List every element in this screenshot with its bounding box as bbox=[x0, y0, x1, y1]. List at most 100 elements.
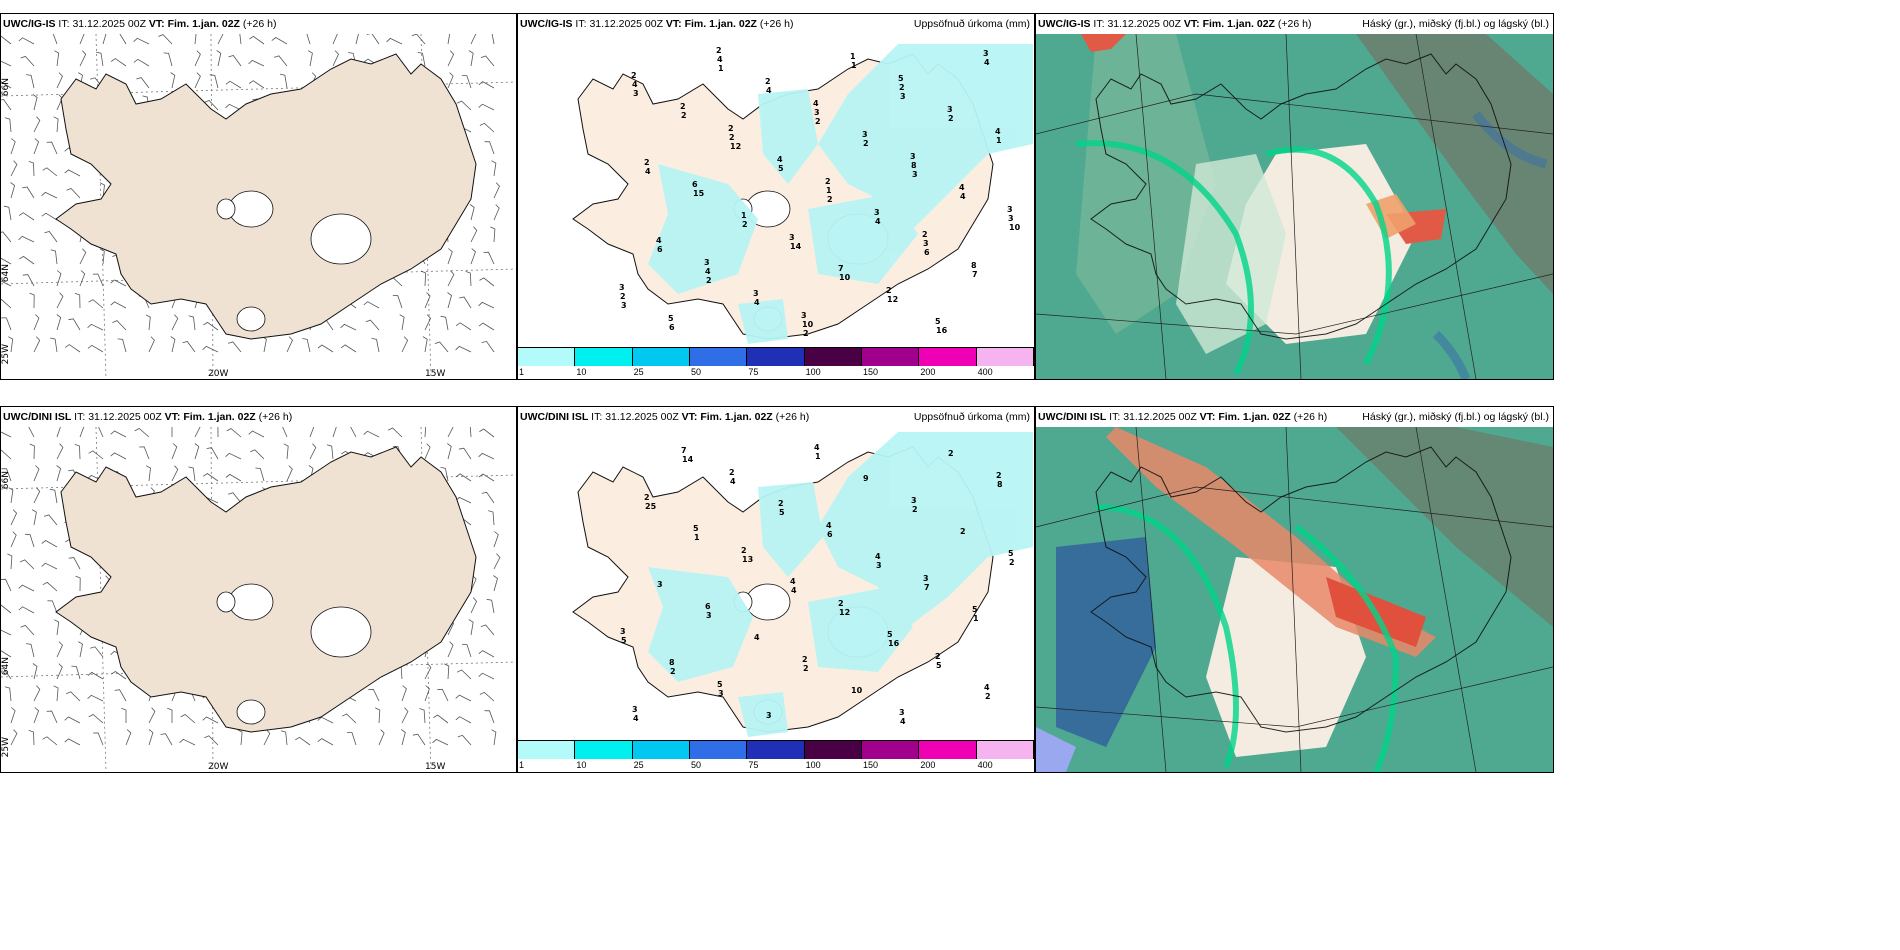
wind-barb bbox=[50, 337, 58, 353]
wind-barb bbox=[110, 301, 127, 309]
wind-barb bbox=[20, 55, 35, 67]
cloud-map-svg bbox=[1036, 427, 1553, 772]
wind-barb bbox=[493, 553, 501, 570]
wind-barb bbox=[355, 34, 359, 45]
colorbar-swatch bbox=[976, 741, 1034, 759]
wind-barb bbox=[163, 52, 173, 67]
precip-value-label: 10 bbox=[851, 686, 863, 695]
wind-barb bbox=[412, 733, 426, 746]
precip-value-label: 3 bbox=[766, 711, 772, 720]
glacier bbox=[236, 699, 266, 725]
precip-value-label: 3 bbox=[706, 611, 712, 620]
precip-value-label: 5 bbox=[621, 636, 627, 645]
wind-barb bbox=[79, 50, 87, 67]
precip-value-label: 4 bbox=[995, 127, 1001, 136]
precip-value-label: 25 bbox=[645, 502, 657, 511]
precip-value-label: 3 bbox=[633, 89, 639, 98]
valid-time: Fim. 1.jan. 02Z bbox=[1218, 411, 1291, 423]
wind-barb bbox=[56, 663, 63, 680]
wind-barb bbox=[282, 427, 288, 438]
precip-value-label: 15 bbox=[693, 189, 705, 198]
wind-barb bbox=[444, 663, 450, 680]
wind-barb bbox=[79, 270, 86, 287]
precip-value-label: 2 bbox=[670, 667, 676, 676]
wind-barb bbox=[226, 428, 242, 438]
precip-value-label: 4 bbox=[984, 683, 990, 692]
precip-value-label: 5 bbox=[1008, 549, 1014, 558]
precip-value-label: 7 bbox=[972, 270, 978, 279]
wind-barb bbox=[455, 345, 472, 353]
wind-barb bbox=[422, 336, 428, 353]
wind-barb bbox=[483, 251, 495, 265]
wind-barb bbox=[33, 314, 40, 331]
wind-barb bbox=[41, 540, 58, 548]
precip-value-label: 2 bbox=[1009, 558, 1015, 567]
model-name: UWC/DINI ISL bbox=[3, 411, 72, 423]
wind-barb bbox=[225, 473, 242, 482]
lead-time: (+26 h) bbox=[242, 18, 277, 30]
wind-barb bbox=[479, 428, 495, 438]
colorbar-swatch bbox=[862, 741, 920, 759]
it-label: IT: bbox=[591, 411, 603, 423]
glacier bbox=[236, 306, 266, 332]
precip-value-label: 2 bbox=[803, 664, 809, 673]
precip-value-label: 3 bbox=[814, 108, 820, 117]
precip-value-label: 5 bbox=[898, 74, 904, 83]
wind-barb bbox=[179, 738, 196, 746]
lon-label-15: 15W bbox=[425, 369, 446, 379]
wind-barb bbox=[145, 314, 151, 331]
wind-barb bbox=[148, 707, 156, 724]
vt-label: VT: bbox=[164, 411, 181, 423]
wind-barb bbox=[171, 443, 178, 460]
wind-barb bbox=[433, 714, 449, 724]
precip-value-label: 3 bbox=[718, 689, 724, 698]
wind-barb bbox=[114, 689, 127, 702]
model-name: UWC/IG-IS bbox=[1038, 18, 1091, 30]
precip-value-label: 2 bbox=[838, 599, 844, 608]
wind-barb bbox=[64, 738, 81, 746]
wind-barb bbox=[202, 473, 219, 482]
valid-time: Fim. 1.jan. 02Z bbox=[183, 411, 256, 423]
init-time: 31.12.2025 00Z bbox=[1123, 411, 1197, 423]
wind-barb bbox=[216, 50, 222, 67]
wind-barb bbox=[295, 736, 311, 746]
wind-barb bbox=[68, 318, 81, 331]
precip-value-label: 2 bbox=[680, 102, 686, 111]
precip-value-label: 2 bbox=[741, 546, 747, 555]
precip-value-label: 2 bbox=[644, 493, 650, 502]
wind-barb bbox=[31, 509, 37, 526]
init-time: 31.12.2025 00Z bbox=[589, 18, 663, 30]
wind-barb bbox=[491, 160, 497, 177]
wind-barb bbox=[447, 292, 452, 309]
wind-barb bbox=[239, 34, 242, 45]
precip-value-label: 3 bbox=[923, 574, 929, 583]
colorbar-tick: 10 bbox=[576, 367, 587, 377]
precip-value-label: 2 bbox=[742, 220, 748, 229]
precip-value-label: 6 bbox=[827, 530, 833, 539]
wind-barb bbox=[56, 641, 63, 658]
wind-barb bbox=[18, 606, 35, 614]
wind-barb bbox=[28, 730, 35, 746]
wind-barb bbox=[387, 427, 403, 438]
precip-value-label: 4 bbox=[960, 192, 966, 201]
colorbar-tick: 50 bbox=[691, 367, 702, 377]
precip-value-label: 10 bbox=[839, 273, 851, 282]
wind-barb bbox=[309, 427, 315, 438]
precip-value-label: 3 bbox=[874, 208, 880, 217]
wind-barb bbox=[437, 688, 449, 702]
wind-barb bbox=[317, 738, 334, 746]
model-name: UWC/IG-IS bbox=[3, 18, 56, 30]
colorbar-tick: 75 bbox=[748, 760, 759, 770]
wind-barb bbox=[228, 55, 242, 67]
wind-barb bbox=[26, 74, 35, 89]
wind-barb bbox=[117, 338, 127, 353]
wind-barb bbox=[90, 646, 104, 658]
wind-barb bbox=[102, 34, 107, 45]
precip-value-label: 2 bbox=[815, 117, 821, 126]
wind-barb bbox=[478, 322, 495, 331]
precip-value-label: 3 bbox=[704, 258, 710, 267]
colorbar-tick: 75 bbox=[748, 367, 759, 377]
wind-barb bbox=[78, 641, 83, 658]
precip-value-label: 6 bbox=[924, 248, 930, 257]
